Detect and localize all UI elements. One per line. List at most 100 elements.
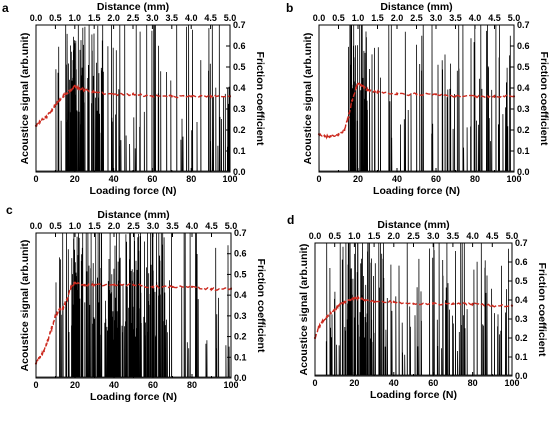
x-tick-label: 20 <box>70 380 80 390</box>
friction-point <box>333 308 336 311</box>
friction-coefficient-series <box>313 294 514 340</box>
friction-point <box>321 319 324 322</box>
friction-point <box>317 325 320 328</box>
chart-panel-b <box>317 24 516 173</box>
friction-point <box>46 339 49 342</box>
x2-tick-label: 0.5 <box>332 13 345 23</box>
friction-point <box>70 285 73 288</box>
chart-panel-c <box>34 232 233 379</box>
x2-tick-label: 3.5 <box>447 231 460 241</box>
y2-tick-label: 0.2 <box>234 332 247 342</box>
acoustic-signal-series <box>36 232 231 378</box>
y2-tick-label: 0.4 <box>234 290 247 300</box>
x2-tick-label: 3.0 <box>147 221 160 231</box>
x-tick-label: 0 <box>33 380 38 390</box>
friction-point <box>349 298 352 302</box>
y2-tick-label: 0.2 <box>517 125 530 135</box>
x2-tick-label: 1.0 <box>69 13 82 23</box>
friction-point <box>491 304 494 307</box>
x-axis-title: Loading force (N) <box>370 389 457 401</box>
friction-coefficient-series <box>317 81 516 140</box>
x2-tick-label: 5.0 <box>506 231 519 241</box>
x2-tick-label: 0.0 <box>30 221 43 231</box>
friction-point <box>38 120 42 123</box>
x2-tick-label: 0.0 <box>313 13 326 23</box>
y2-tick-label: 0.3 <box>515 314 528 324</box>
x2-axis-title: Distance (mm) <box>380 1 452 13</box>
y2-tick-label: 0.5 <box>515 276 528 286</box>
friction-point <box>50 327 53 330</box>
x2-tick-label: 3.0 <box>430 13 443 23</box>
y2-axis-title: Friction coefficient <box>254 52 266 146</box>
friction-point <box>343 128 346 132</box>
friction-point <box>337 304 340 307</box>
x2-tick-label: 4.0 <box>185 13 198 23</box>
y2-tick-label: 0.0 <box>234 373 247 383</box>
y2-tick-label: 0.6 <box>234 249 247 259</box>
y2-tick-label: 0.5 <box>233 62 246 72</box>
friction-point <box>323 135 326 138</box>
acoustic-signal-series <box>36 24 230 172</box>
acoustic-signal-line <box>315 242 512 376</box>
friction-point <box>83 89 86 92</box>
friction-point <box>366 89 369 92</box>
friction-point <box>112 283 116 286</box>
friction-point <box>190 95 193 98</box>
y-axis-title: Acoustice signal (arb.unit) <box>298 244 310 376</box>
x2-tick-label: 4.0 <box>186 221 199 231</box>
x-tick-label: 100 <box>223 380 238 390</box>
x-tick-label: 0 <box>33 174 38 184</box>
x-tick-label: 20 <box>349 378 359 388</box>
y-axis-title: Acoustice signal (arb.unit) <box>19 33 31 165</box>
panel-label-d: d <box>287 213 294 227</box>
friction-point <box>93 283 96 286</box>
x2-axis-title: Distance (mm) <box>97 209 169 221</box>
friction-point <box>360 84 363 87</box>
friction-point <box>77 86 80 90</box>
friction-point <box>392 300 395 303</box>
friction-point <box>151 95 154 98</box>
y2-tick-label: 0.4 <box>517 83 530 93</box>
panel-label-a: a <box>2 1 9 15</box>
x-tick-label: 100 <box>506 174 521 184</box>
y2-tick-label: 0.7 <box>233 20 246 30</box>
y2-tick-label: 0.6 <box>517 41 530 51</box>
friction-point <box>209 95 212 98</box>
y2-tick-label: 0.3 <box>517 104 530 114</box>
friction-point <box>58 308 61 311</box>
x-tick-label: 60 <box>431 174 441 184</box>
friction-point <box>454 95 457 98</box>
x2-tick-label: 4.5 <box>488 13 501 23</box>
friction-point <box>376 91 379 94</box>
x2-tick-label: 3.5 <box>166 13 179 23</box>
x2-tick-label: 2.5 <box>410 13 423 23</box>
y2-tick-label: 0.6 <box>233 41 246 51</box>
friction-point <box>351 99 354 102</box>
x2-tick-label: 0.5 <box>49 13 62 23</box>
friction-point <box>329 312 332 315</box>
x2-tick-label: 1.5 <box>88 221 101 231</box>
y2-axis-title: Friction coefficient <box>255 259 267 353</box>
y2-tick-label: 0.4 <box>233 83 246 93</box>
friction-point <box>434 93 438 96</box>
x-tick-label: 80 <box>187 380 197 390</box>
friction-point <box>44 116 47 119</box>
friction-point <box>93 91 96 94</box>
x2-tick-label: 3.5 <box>166 221 179 231</box>
x2-tick-label: 3.0 <box>427 231 440 241</box>
y2-tick-label: 0.2 <box>515 333 528 343</box>
friction-point <box>356 82 360 85</box>
x-tick-label: 80 <box>186 174 196 184</box>
friction-point <box>83 283 86 286</box>
y2-tick-label: 0.1 <box>233 146 246 156</box>
friction-point <box>473 95 477 98</box>
x-axis-title: Loading force (N) <box>90 391 177 403</box>
x2-tick-label: 5.0 <box>508 13 521 23</box>
friction-point <box>373 300 376 303</box>
x2-tick-label: 2.0 <box>391 13 404 23</box>
x2-tick-label: 2.5 <box>407 231 420 241</box>
friction-point <box>62 306 65 309</box>
x-tick-label: 0 <box>316 174 321 184</box>
x-tick-label: 60 <box>147 174 157 184</box>
